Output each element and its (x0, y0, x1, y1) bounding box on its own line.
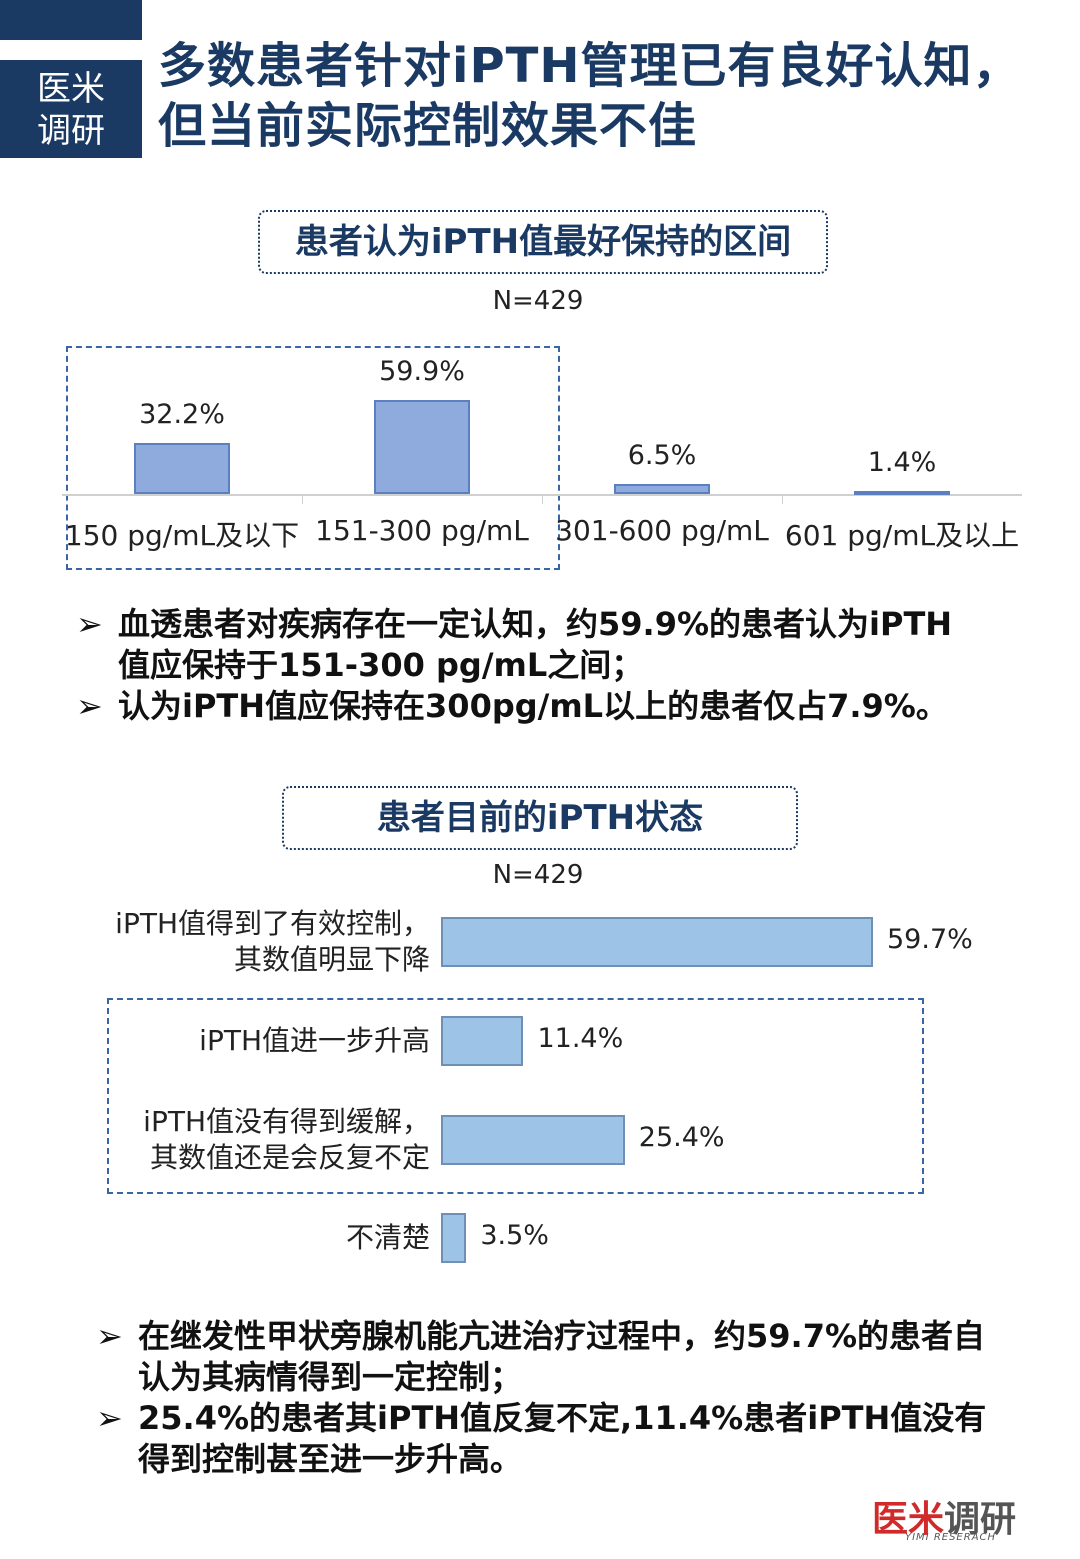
bullet-arrow-icon: ➢ (76, 605, 103, 643)
chart2-category-line: iPTH值没有得到缓解， (143, 1105, 430, 1138)
chart1-category-label: 301-600 pg/mL (555, 514, 769, 547)
chart2-bar (441, 917, 873, 967)
chart2-category-label: iPTH值进一步升高 (40, 1023, 430, 1059)
chart2-highlight-box (107, 998, 924, 1194)
bullet-arrow-icon: ➢ (96, 1399, 123, 1437)
chart1-category-label: 150 pg/mL及以下 (64, 519, 300, 552)
chart1-tick (782, 494, 783, 504)
chart1-bar (854, 491, 950, 495)
footer-logo-accent: 调研 (944, 1498, 1017, 1540)
bullet-item: ➢ 血透患者对疾病存在一定认知，约59.9%的患者认为iPTH 值应保持于151-3… (76, 604, 1040, 686)
page-title-line-2: 但当前实际控制效果不佳 (158, 98, 698, 154)
bullet-text-line: 血透患者对疾病存在一定认知，约59.9%的患者认为iPTH (118, 605, 953, 643)
chart1-value-label: 6.5% (627, 439, 697, 471)
chart2-value-label: 59.7% (887, 924, 973, 955)
chart1-bar (134, 443, 230, 494)
chart2-category-line: iPTH值进一步升高 (199, 1024, 430, 1057)
chart1-highlight-box (66, 346, 560, 570)
footer-logo-subtitle: YIMI RESERACH (905, 1532, 997, 1543)
chart2-category-label: iPTH值得到了有效控制， 其数值明显下降 (40, 906, 430, 978)
page-title: 多数患者针对iPTH管理已有良好认知， 但当前实际控制效果不佳 (158, 36, 1058, 156)
bullet-text-line: 在继发性甲状旁腺机能亢进治疗过程中，约59.7%的患者自 (138, 1317, 986, 1355)
bullet-item: ➢ 在继发性甲状旁腺机能亢进治疗过程中，约59.7%的患者自 认为其病情得到一定控制… (96, 1316, 1040, 1398)
chart2-category-line: 其数值明显下降 (233, 943, 430, 976)
bullet-text-line: 认为其病情得到一定控制； (138, 1358, 523, 1396)
chart1-sample-size: N=429 (492, 286, 584, 316)
chart1-title: 患者认为iPTH值最好保持的区间 (258, 210, 828, 274)
chart2-title: 患者目前的iPTH状态 (282, 786, 798, 850)
chart2-value-label: 3.5% (480, 1220, 549, 1251)
bullet-text: 血透患者对疾病存在一定认知，约59.9%的患者认为iPTH 值应保持于151-30… (118, 604, 952, 686)
bullet-text: 认为iPTH值应保持在300pg/mL以上的患者仅占7.9%。 (118, 686, 948, 727)
chart1-bar (614, 483, 710, 494)
chart1-bar (374, 400, 470, 494)
bullet-text-line: 得到控制甚至进一步升高。 (138, 1440, 523, 1478)
page-title-line-1: 多数患者针对iPTH管理已有良好认知， (158, 38, 1022, 94)
chart1-tick (542, 494, 543, 504)
bullet-arrow-icon: ➢ (96, 1317, 123, 1355)
chart2-bar (441, 1115, 625, 1165)
chart2-category-label: 不清楚 (40, 1220, 430, 1256)
bullet-text-line: 25.4%的患者其iPTH值反复不定,11.4%患者iPTH值没有 (138, 1399, 987, 1437)
chart1-category-label: 151-300 pg/mL (315, 514, 529, 547)
chart1-tick (302, 494, 303, 504)
header-accent-bar (0, 0, 142, 40)
bullet-arrow-icon: ➢ (76, 687, 103, 725)
footer-logo: 医米调研 (872, 1490, 1016, 1542)
chart1-value-label: 1.4% (867, 447, 937, 478)
chart2-bar (441, 1016, 524, 1066)
chart2-category-line: 不清楚 (345, 1221, 430, 1254)
badge-line-2: 调研 (37, 111, 105, 151)
chart2-value-label: 25.4% (638, 1122, 725, 1153)
bullet-text: 25.4%的患者其iPTH值反复不定,11.4%患者iPTH值没有 得到控制甚至进… (138, 1398, 986, 1480)
chart1-category-label: 601 pg/mL及以上 (784, 519, 1020, 552)
chart2-bar (441, 1213, 467, 1263)
bullet-text-line: 认为iPTH值应保持在300pg/mL以上的患者仅占7.9%。 (118, 687, 948, 725)
bullet-item: ➢ 认为iPTH值应保持在300pg/mL以上的患者仅占7.9%。 (76, 686, 1040, 727)
badge-line-1: 医米 (37, 69, 105, 109)
chart1-value-label: 32.2% (139, 399, 225, 431)
bullet-text-line: 值应保持于151-300 pg/mL之间； (118, 646, 644, 684)
bullet-text: 在继发性甲状旁腺机能亢进治疗过程中，约59.7%的患者自 认为其病情得到一定控制； (138, 1316, 985, 1398)
bullet-item: ➢ 25.4%的患者其iPTH值反复不定,11.4%患者iPTH值没有 得到控制甚至… (96, 1398, 1040, 1480)
chart1-value-label: 59.9% (379, 356, 465, 387)
chart2-category-line: 其数值还是会反复不定 (149, 1141, 430, 1174)
chart2-category-label: iPTH值没有得到缓解， 其数值还是会反复不定 (40, 1104, 430, 1176)
footer-logo-main: 医米 (872, 1498, 945, 1540)
chart2-category-line: iPTH值得到了有效控制， (115, 907, 430, 940)
chart2-value-label: 11.4% (537, 1023, 624, 1054)
chart2-sample-size: N=429 (492, 860, 584, 890)
brand-badge: 医米 调研 (0, 60, 142, 158)
